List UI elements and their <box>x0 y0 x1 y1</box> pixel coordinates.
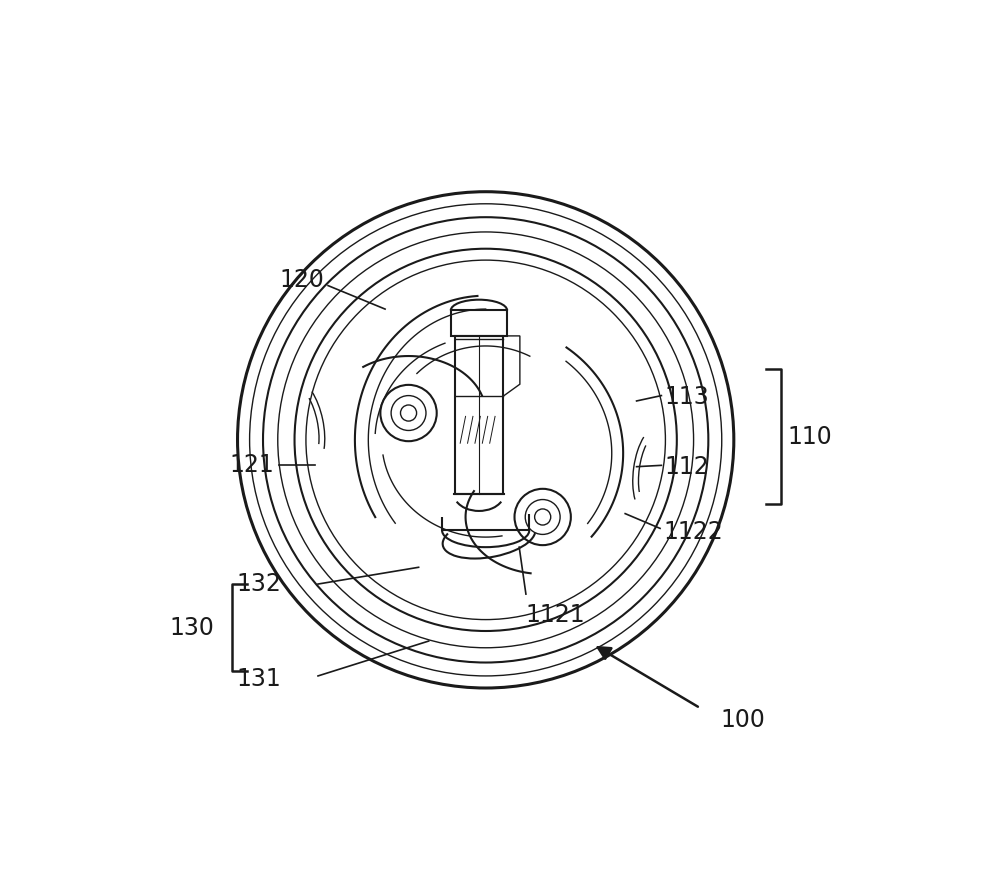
Text: 132: 132 <box>236 572 281 596</box>
Text: 110: 110 <box>787 424 832 449</box>
Text: 112: 112 <box>665 455 709 479</box>
Text: 1122: 1122 <box>663 520 723 544</box>
Text: 120: 120 <box>280 268 325 293</box>
Text: 121: 121 <box>230 453 274 477</box>
Text: 1121: 1121 <box>526 603 586 627</box>
Text: 131: 131 <box>236 667 281 692</box>
Text: 100: 100 <box>720 708 765 733</box>
Text: 113: 113 <box>665 385 709 408</box>
Text: 130: 130 <box>169 616 214 639</box>
